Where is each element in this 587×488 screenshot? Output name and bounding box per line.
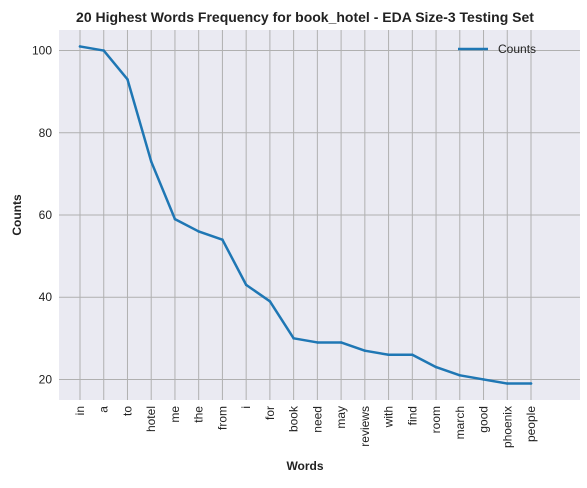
y-tick-label: 80: [39, 126, 53, 140]
x-tick-label: hotel: [144, 406, 158, 432]
x-tick-label: reviews: [358, 406, 372, 447]
legend-label: Counts: [498, 42, 536, 56]
x-tick-label: a: [97, 406, 111, 413]
data-point-in: [78, 45, 82, 48]
x-tick-label: from: [215, 406, 229, 430]
data-point-to: [126, 78, 129, 81]
y-tick-label: 20: [39, 372, 53, 386]
data-point-find: [411, 353, 414, 357]
legend: Counts: [458, 42, 536, 56]
x-tick-label: march: [453, 406, 467, 439]
data-point-for: [268, 300, 272, 303]
y-tick-label: 40: [39, 290, 53, 304]
data-point-with: [387, 353, 390, 357]
y-axis-ticks: 20 40 60 80 100: [32, 44, 52, 387]
x-tick-label: find: [405, 406, 419, 425]
x-tick-label: good: [477, 406, 491, 433]
data-point-march: [458, 374, 462, 377]
data-point-hotel: [149, 160, 153, 163]
chart-title: 20 Highest Words Frequency for book_hote…: [76, 9, 534, 25]
x-tick-label: i: [239, 406, 253, 409]
data-point-room: [434, 365, 438, 369]
data-point-the: [197, 230, 200, 233]
x-tick-label: book: [287, 405, 301, 432]
data-point-me: [173, 217, 177, 221]
x-tick-label: to: [120, 406, 134, 416]
data-point-book: [292, 337, 295, 340]
data-point-from: [221, 238, 224, 241]
data-point-a: [102, 49, 105, 52]
y-tick-label: 60: [39, 208, 53, 222]
x-tick-label: phoenix: [500, 406, 514, 448]
grid-lines: [59, 30, 580, 400]
data-point-phoenix: [506, 382, 509, 385]
x-tick-label: for: [263, 406, 277, 420]
y-axis-label: Counts: [10, 194, 24, 236]
x-tick-label: with: [382, 406, 396, 428]
x-axis-ticks: in a to hotel me the from i for book need may review…: [73, 405, 538, 448]
series-line-counts: [78, 45, 533, 385]
x-tick-label: the: [192, 406, 206, 423]
series-layer: [78, 45, 533, 385]
x-tick-label: people: [524, 406, 538, 442]
data-point-people: [529, 382, 533, 385]
data-point-reviews: [363, 349, 367, 352]
data-point-good: [482, 378, 485, 381]
data-point-need: [316, 341, 319, 344]
y-tick-label: 100: [32, 44, 52, 58]
x-tick-label: need: [310, 406, 324, 433]
x-tick-label: may: [334, 406, 348, 429]
x-tick-label: me: [168, 406, 182, 423]
x-tick-label: in: [73, 406, 87, 415]
data-point-i: [244, 283, 248, 287]
x-tick-label: room: [429, 406, 443, 433]
data-point-may: [339, 341, 343, 344]
x-axis-label: Words: [286, 459, 323, 473]
